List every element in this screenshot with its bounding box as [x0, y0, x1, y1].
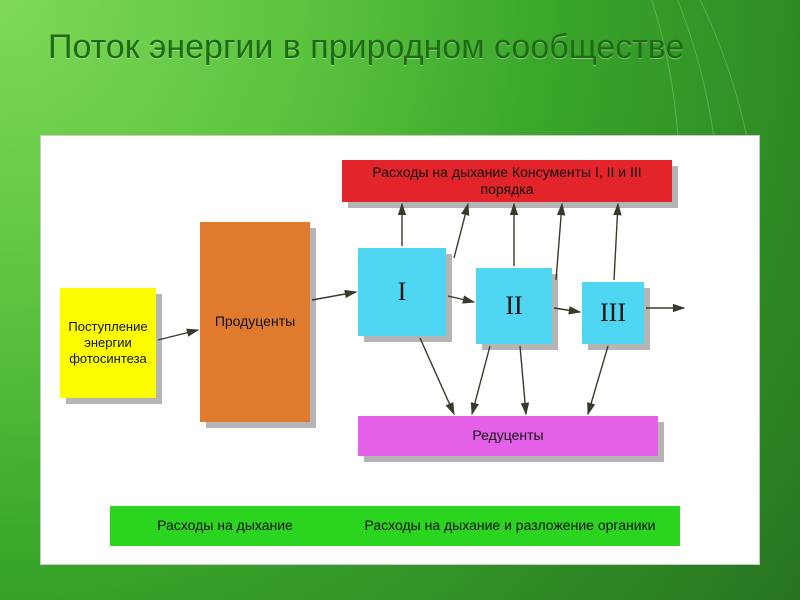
node-label: Редуценты: [466, 423, 549, 449]
node-consumer-1: I: [358, 248, 446, 336]
node-label: II: [499, 286, 528, 327]
node-label: I: [392, 272, 413, 313]
slide-title: Поток энергии в природном сообществе: [48, 28, 688, 67]
node-footer-left: Расходы на дыхание: [110, 506, 340, 546]
node-consumer-2: II: [476, 268, 552, 344]
node-footer-right: Расходы на дыхание и разложение органики: [340, 506, 680, 546]
node-label: Расходы на дыхание и разложение органики: [359, 513, 662, 539]
node-energy-in: Поступление энергии фотосинтеза: [60, 288, 156, 398]
node-label: Расходы на дыхание: [151, 513, 299, 539]
node-label: Поступление энергии фотосинтеза: [60, 315, 156, 372]
node-label: III: [594, 293, 632, 334]
node-label: Расходы на дыхание Консументы I, II и II…: [342, 160, 672, 203]
node-label: Продуценты: [209, 309, 301, 335]
node-producers: Продуценты: [200, 222, 310, 422]
node-consumer-3: III: [582, 282, 644, 344]
node-top-consumers: Расходы на дыхание Консументы I, II и II…: [342, 160, 672, 202]
node-reducers: Редуценты: [358, 416, 658, 456]
